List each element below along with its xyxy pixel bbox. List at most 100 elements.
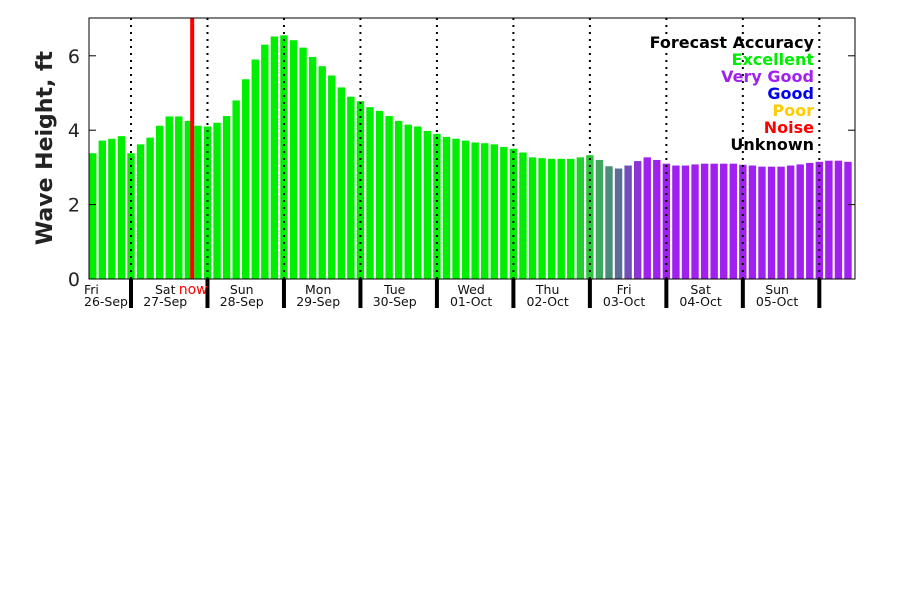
- day-dividers: [130, 18, 821, 279]
- bar: [261, 44, 269, 279]
- bar: [528, 157, 537, 279]
- date-label: 04-Oct: [679, 294, 721, 309]
- bar: [595, 159, 604, 279]
- y-tick-label: 4: [68, 120, 80, 142]
- bar: [614, 168, 623, 279]
- bar: [203, 126, 212, 279]
- bar: [672, 165, 680, 279]
- bar: [576, 157, 585, 279]
- bar: [165, 116, 173, 279]
- bar: [433, 133, 441, 279]
- bar: [136, 144, 145, 279]
- bar: [777, 166, 785, 279]
- bar: [442, 136, 451, 279]
- date-label: 01-Oct: [450, 294, 492, 309]
- day-label: Sun: [230, 282, 254, 297]
- bar: [175, 116, 183, 279]
- bar: [394, 120, 403, 280]
- bar: [452, 138, 460, 279]
- bar: [184, 120, 193, 280]
- bar: [299, 47, 307, 280]
- legend-item: Unknown: [730, 135, 814, 154]
- bar: [729, 163, 737, 279]
- now-label: now: [179, 282, 208, 298]
- bar: [347, 96, 355, 279]
- bar: [490, 144, 498, 279]
- bar: [385, 116, 393, 280]
- bar: [375, 110, 384, 279]
- bar: [509, 148, 518, 279]
- bar: [289, 40, 298, 280]
- y-tick-label: 0: [68, 269, 80, 291]
- bar: [624, 165, 632, 279]
- y-tick-label: 2: [68, 195, 80, 217]
- bar: [547, 158, 556, 279]
- bar: [586, 155, 594, 279]
- day-label: Sat: [155, 282, 176, 297]
- x-axis: Fri26-SepSat27-SepSun28-SepMon29-SepTue3…: [84, 279, 822, 309]
- bar: [681, 165, 690, 279]
- bar: [815, 161, 824, 279]
- day-label: Fri: [84, 282, 99, 297]
- bar: [786, 165, 795, 279]
- bar: [461, 140, 470, 279]
- day-label: Tue: [383, 282, 406, 297]
- day-label: Wed: [458, 282, 485, 297]
- bar: [720, 163, 728, 279]
- bar: [108, 138, 116, 279]
- bar: [414, 126, 422, 279]
- bar: [308, 56, 317, 279]
- date-label: 05-Oct: [756, 294, 798, 309]
- bar: [481, 143, 489, 279]
- bar: [557, 158, 565, 279]
- day-label: Mon: [305, 282, 331, 297]
- day-label: Thu: [535, 282, 559, 297]
- bar: [328, 75, 336, 280]
- date-label: 30-Sep: [373, 294, 417, 309]
- bar: [356, 101, 365, 280]
- bar: [270, 36, 279, 280]
- bar: [251, 59, 259, 279]
- bar: [280, 35, 288, 280]
- bar: [844, 161, 852, 279]
- bar: [519, 152, 527, 279]
- bar: [691, 164, 699, 279]
- bar: [796, 164, 804, 279]
- bar: [213, 122, 221, 279]
- date-label: 27-Sep: [143, 294, 187, 309]
- y-tick-label: 6: [68, 46, 80, 68]
- y-axis: 0 2 4 6: [68, 46, 855, 291]
- plot-frame: [88, 17, 856, 280]
- bar: [127, 153, 135, 279]
- bar: [318, 66, 326, 279]
- bar: [825, 160, 833, 279]
- bar: [194, 125, 202, 280]
- bar: [538, 158, 546, 279]
- bar: [767, 166, 776, 279]
- bar: [232, 100, 240, 279]
- bar: [567, 158, 575, 279]
- y-axis-label: Wave Height, ft: [33, 50, 58, 245]
- date-label: 02-Oct: [526, 294, 568, 309]
- bar: [758, 166, 766, 279]
- bar: [366, 107, 374, 279]
- bar: [653, 159, 661, 279]
- bar: [242, 79, 250, 280]
- bar: [500, 146, 508, 279]
- bar: [423, 130, 432, 279]
- legend-item: Good: [767, 84, 814, 103]
- bar: [748, 165, 757, 279]
- bar: [222, 116, 231, 280]
- bar: [117, 136, 126, 279]
- bar: [98, 140, 107, 279]
- date-label: 03-Oct: [603, 294, 645, 309]
- day-label: Sat: [690, 282, 711, 297]
- legend-item: Noise: [764, 118, 814, 137]
- date-label: 28-Sep: [220, 294, 264, 309]
- bar: [146, 137, 154, 279]
- day-label: Fri: [617, 282, 632, 297]
- bar: [471, 142, 479, 279]
- legend-title: Forecast Accuracy: [650, 33, 815, 52]
